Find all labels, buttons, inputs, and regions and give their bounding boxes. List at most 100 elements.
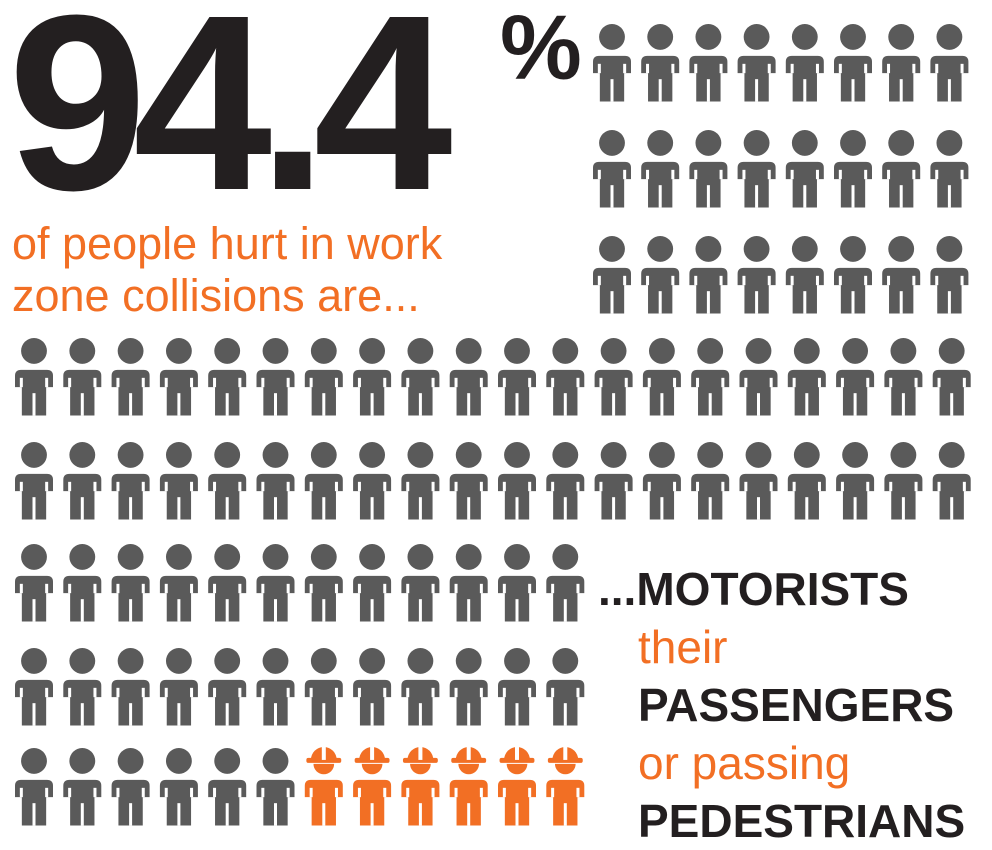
person-icon	[641, 130, 680, 208]
person-icon	[737, 236, 776, 314]
person-icon	[111, 442, 150, 520]
person-icon	[737, 23, 776, 102]
person-icon	[256, 544, 295, 622]
person-icon	[63, 338, 102, 416]
person-icon	[546, 442, 585, 520]
person-icon	[256, 442, 295, 520]
person-icon	[739, 442, 778, 520]
person-icon	[834, 23, 872, 102]
person-icon	[15, 748, 53, 826]
person-icon	[498, 544, 536, 622]
person-icon	[159, 648, 198, 726]
person-icon	[739, 338, 778, 416]
person-icon	[836, 338, 875, 416]
person-icon	[304, 338, 343, 416]
person-icon	[546, 338, 585, 416]
person-icon	[787, 442, 826, 520]
headline-subtitle: of people hurt in work zone collisions a…	[12, 218, 442, 322]
person-icon	[15, 544, 53, 622]
subtitle-line-1: of people hurt in work	[12, 218, 443, 269]
category-pedestrians: PEDESTRIANS	[638, 795, 966, 847]
person-icon	[111, 748, 150, 826]
category-or-passing: or passing	[638, 737, 851, 789]
worker-hardhat-icon	[401, 747, 440, 826]
person-icon	[884, 442, 923, 520]
person-icon	[546, 544, 585, 622]
person-icon	[836, 442, 875, 520]
person-icon	[930, 130, 969, 208]
person-icon	[932, 338, 971, 416]
person-icon	[208, 648, 247, 726]
person-icon	[401, 338, 440, 416]
person-icon	[642, 442, 681, 520]
person-icon	[353, 648, 392, 726]
person-icon	[63, 442, 102, 520]
person-icon	[15, 442, 53, 520]
person-icon	[401, 544, 440, 622]
person-icon	[159, 544, 198, 622]
person-icon	[498, 338, 536, 416]
person-icon	[787, 338, 826, 416]
person-icon	[498, 648, 536, 726]
person-icon	[111, 544, 150, 622]
person-icon	[63, 748, 102, 826]
person-icon	[689, 236, 728, 314]
person-icon	[208, 442, 247, 520]
person-icon	[593, 130, 631, 208]
person-icon	[691, 338, 730, 416]
person-icon	[593, 23, 631, 102]
person-icon	[63, 544, 102, 622]
person-icon	[15, 338, 53, 416]
person-icon	[353, 544, 392, 622]
person-icon	[642, 338, 681, 416]
person-icon	[932, 442, 971, 520]
person-icon	[641, 23, 680, 102]
person-icon	[208, 544, 247, 622]
category-motorists: ...MOTORISTS	[598, 563, 909, 615]
headline-number: 94.4	[8, 0, 453, 242]
person-icon	[785, 23, 824, 102]
person-icon	[304, 442, 343, 520]
person-icon	[689, 23, 728, 102]
person-icon	[449, 442, 488, 520]
person-icon	[882, 236, 921, 314]
person-icon	[111, 648, 150, 726]
person-icon	[256, 748, 295, 826]
person-icon	[159, 748, 198, 826]
person-icon	[401, 648, 440, 726]
person-icon	[159, 442, 198, 520]
person-icon	[111, 338, 150, 416]
person-icon	[594, 442, 633, 520]
category-passengers: PASSENGERS	[638, 679, 955, 731]
person-icon	[15, 648, 53, 726]
person-icon	[498, 442, 536, 520]
person-icon	[449, 544, 488, 622]
subtitle-line-2: zone collisions are...	[12, 270, 420, 321]
person-icon	[159, 338, 198, 416]
person-icon	[449, 648, 488, 726]
person-icon	[834, 236, 872, 314]
person-icon	[641, 236, 680, 314]
person-icon	[546, 648, 585, 726]
person-icon	[304, 544, 343, 622]
person-icon	[785, 236, 824, 314]
person-icon	[353, 442, 392, 520]
person-icon	[256, 648, 295, 726]
worker-hardhat-icon	[304, 747, 343, 826]
person-icon	[882, 130, 921, 208]
worker-hardhat-icon	[498, 747, 536, 826]
person-icon	[208, 338, 247, 416]
person-icon	[882, 23, 921, 102]
person-icon	[593, 236, 631, 314]
person-icon	[785, 130, 824, 208]
person-icon	[834, 130, 872, 208]
person-icon	[304, 648, 343, 726]
worker-hardhat-icon	[449, 747, 488, 826]
person-icon	[691, 442, 730, 520]
person-icon	[256, 338, 295, 416]
person-icon	[689, 130, 728, 208]
person-icon	[930, 236, 969, 314]
category-list: ...MOTORISTS their PASSENGERS or passing…	[598, 560, 965, 850]
person-icon	[63, 648, 102, 726]
